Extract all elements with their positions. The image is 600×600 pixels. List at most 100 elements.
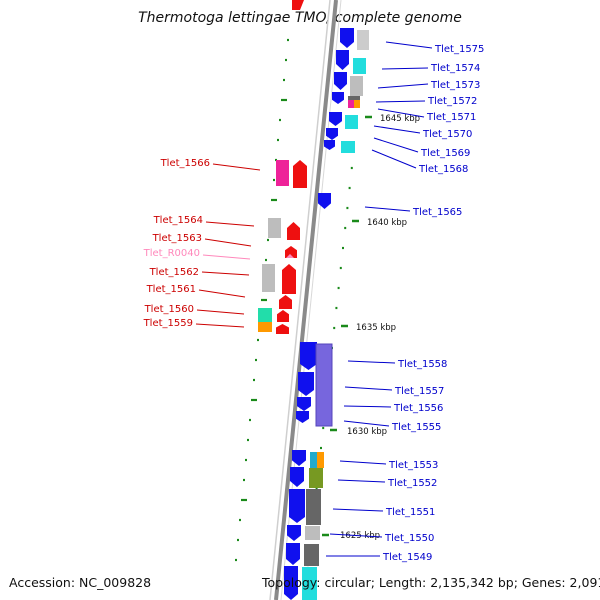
leader-line [332,508,384,512]
leader-line [201,271,250,276]
cog-feature-box [316,344,332,426]
cds-forward-arrow [318,193,331,209]
gene-features [258,0,369,600]
gene-label-tlet-1566: Tlet_1566 [160,158,210,169]
cog-feature-box [276,160,289,186]
cds-forward-arrow [332,92,344,104]
leader-line [337,479,386,483]
leader-line [381,67,429,70]
cog-feature-box [348,100,354,108]
leader-line [373,137,419,153]
gene-label-tlet-1574: Tlet_1574 [430,63,480,74]
gene-label-tlet-1558: Tlet_1558 [397,359,447,370]
cog-feature-box [305,526,320,540]
cog-feature-box [268,218,281,238]
cds-forward-arrow [297,397,311,411]
cog-feature-box [262,264,275,292]
cds-reverse-arrow [292,0,304,10]
forward-labels: Tlet_1575 Tlet_1574 Tlet_1573 Tlet_1572 … [326,41,484,563]
cds-reverse-arrow [279,295,292,309]
gene-label-tlet-1556: Tlet_1556 [393,403,443,414]
cog-feature-box [345,115,358,129]
cog-feature-box [341,141,355,153]
accession-text: Accession: NC_009828 [9,575,152,590]
leader-line [195,323,245,328]
gene-label-tlet-1564: Tlet_1564 [153,215,203,226]
cog-feature-box [258,322,272,332]
leader-line [202,254,251,260]
cds-reverse-arrow [293,160,307,188]
cog-feature-box [309,468,323,488]
cds-forward-arrow [334,72,347,90]
leader-line [205,221,255,227]
cog-feature-box [354,100,360,108]
gene-label-tlet-1570: Tlet_1570 [422,129,472,140]
gene-label-tlet-r0040: Tlet_R0040 [143,248,200,259]
gene-label-tlet-1560: Tlet_1560 [144,304,194,315]
cds-forward-arrow [290,467,304,487]
cds-forward-arrow [296,411,309,423]
gene-label-tlet-1572: Tlet_1572 [427,96,477,107]
cds-forward-arrow [298,372,314,396]
cds-reverse-arrow [285,246,297,258]
leader-line [212,163,261,171]
leader-line [364,206,411,212]
cog-feature-box [353,58,366,74]
feature-outline [315,343,333,427]
gene-label-tlet-1553: Tlet_1553 [388,460,438,471]
cog-feature-box [310,452,318,468]
cog-feature-box [304,544,319,566]
rna-feature [286,254,294,258]
leader-line [339,460,387,465]
map-title: Thermotoga lettingae TMO, complete genom… [138,10,462,26]
cog-feature-box [317,452,324,468]
leader-line [377,83,429,89]
cds-reverse-arrow [282,264,296,294]
cog-feature-box [302,567,317,600]
leader-line [347,360,396,364]
leader-line [344,386,393,391]
leader-line [373,125,421,134]
leader-line [377,108,425,118]
gene-label-tlet-1571: Tlet_1571 [426,112,476,123]
cds-forward-arrow [329,112,342,126]
gene-label-tlet-1549: Tlet_1549 [382,552,432,563]
leader-line [385,41,433,49]
gene-label-tlet-1563: Tlet_1563 [152,233,202,244]
cds-forward-arrow [284,566,298,600]
cds-forward-arrow [336,50,349,70]
scale-label-1630: 1630 kbp [347,427,387,437]
leader-line [329,533,383,538]
gene-label-tlet-1552: Tlet_1552 [387,478,437,489]
reverse-labels: Tlet_1566 Tlet_1564 Tlet_1563 Tlet_R0040… [143,158,261,329]
scale-label-1640: 1640 kbp [367,218,407,228]
gene-label-tlet-1559: Tlet_1559 [143,318,193,329]
gene-label-tlet-1565: Tlet_1565 [412,207,462,218]
leader-line [198,289,246,298]
cds-forward-arrow [326,128,338,140]
gene-label-tlet-1568: Tlet_1568 [418,164,468,175]
gene-label-tlet-1557: Tlet_1557 [394,386,444,397]
leader-line [375,100,426,103]
gene-label-tlet-1562: Tlet_1562 [149,267,199,278]
scale-label-ticks [322,115,372,537]
cds-forward-arrow [287,525,301,541]
cog-feature-box [357,30,369,50]
gene-label-tlet-1555: Tlet_1555 [391,422,441,433]
leader-line [196,309,245,315]
cds-reverse-arrow [276,324,289,334]
gene-label-tlet-1575: Tlet_1575 [434,44,484,55]
cds-forward-arrow [289,489,305,523]
leader-line [371,149,417,169]
genome-summary: Topology: circular; Length: 2,135,342 bp… [262,575,600,590]
gene-label-tlet-1561: Tlet_1561 [146,284,196,295]
cds-forward-arrow [292,450,306,466]
scale-labels: 1645 kbp 1640 kbp 1635 kbp 1630 kbp 1625… [340,114,420,541]
cds-forward-arrow [300,342,317,370]
scale-label-1645: 1645 kbp [380,114,420,124]
cog-feature-box [258,308,272,326]
cds-forward-arrow [286,543,300,565]
gene-label-tlet-1550: Tlet_1550 [384,533,434,544]
cog-feature-box [350,76,363,96]
